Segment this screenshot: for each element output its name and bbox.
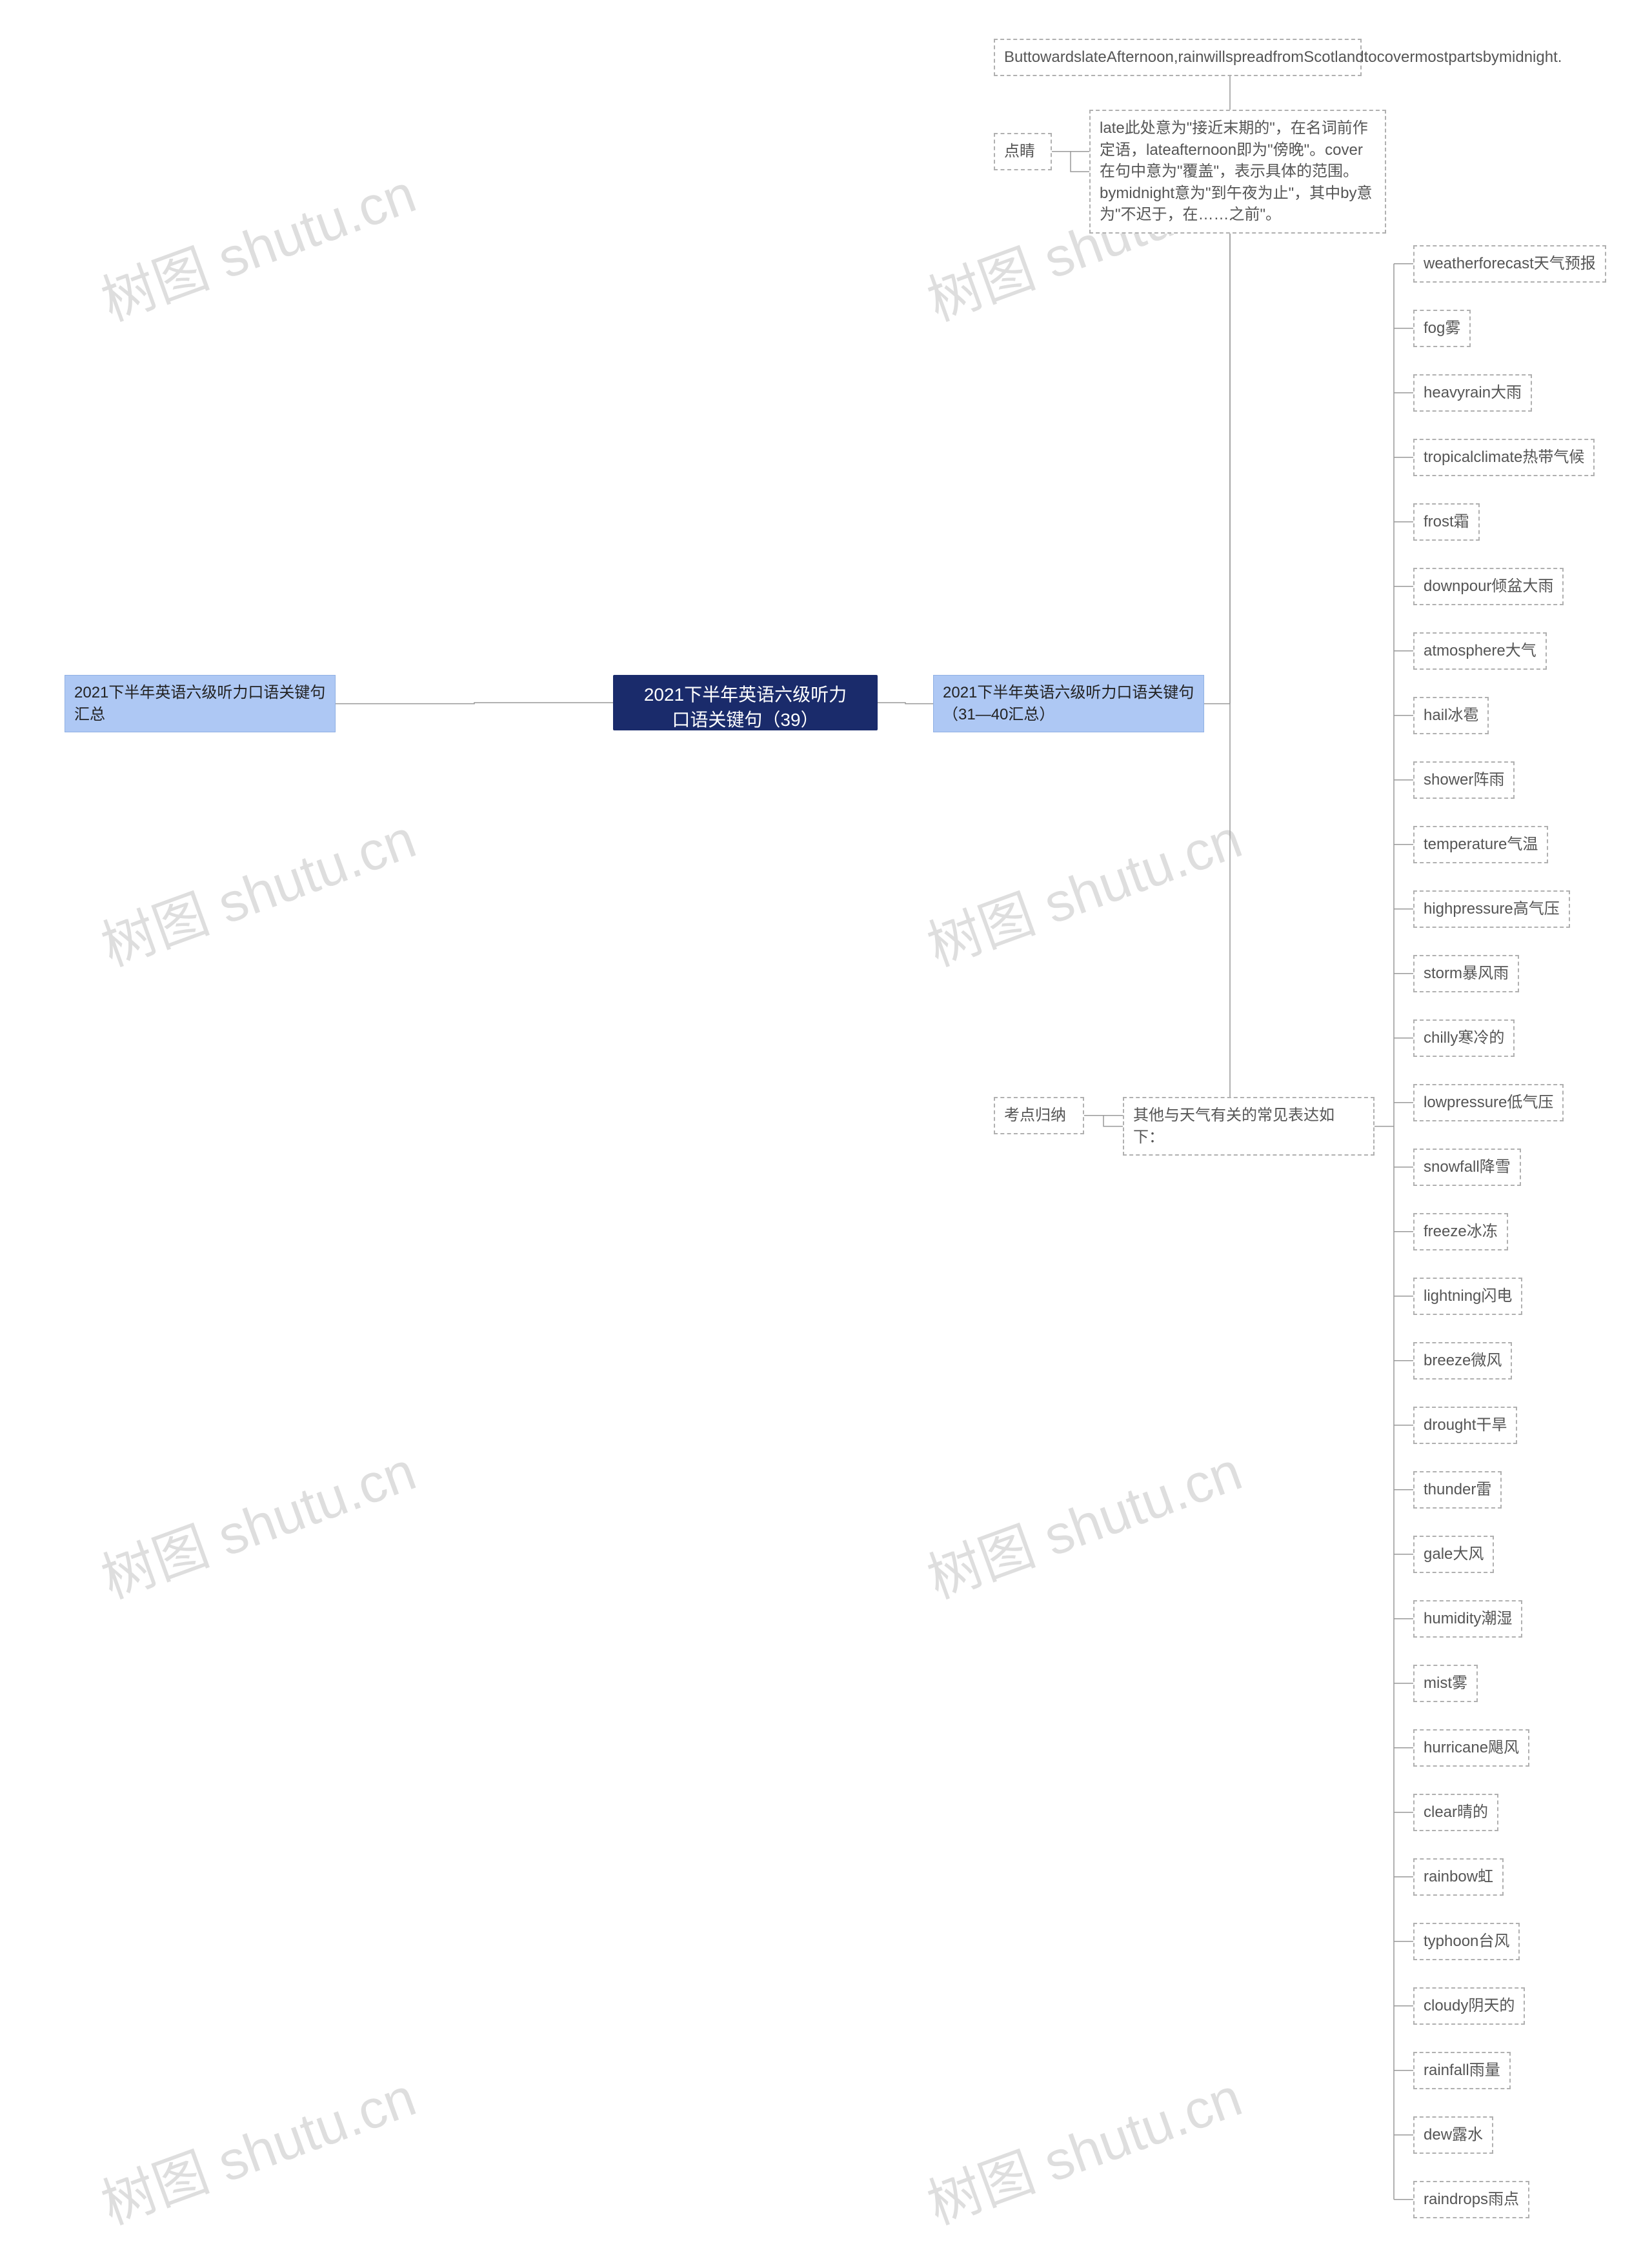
kaodian-label: 考点归纳 [994, 1097, 1084, 1134]
weather-item: gale大风 [1413, 1536, 1494, 1573]
weather-item: highpressure高气压 [1413, 890, 1570, 928]
weather-item: temperature气温 [1413, 826, 1548, 863]
weather-item: lowpressure低气压 [1413, 1084, 1564, 1121]
right-branch: 2021下半年英语六级听力口语关键句（31—40汇总） [933, 675, 1204, 732]
weather-item: rainbow虹 [1413, 1858, 1504, 1896]
weather-item: humidity潮湿 [1413, 1600, 1522, 1638]
weather-item: hurricane飓风 [1413, 1729, 1529, 1767]
watermark: 树图 shutu.cn [90, 150, 425, 336]
connectors [0, 0, 1652, 2268]
weather-item: storm暴风雨 [1413, 955, 1519, 992]
weather-item: rainfall雨量 [1413, 2052, 1511, 2089]
weather-item: snowfall降雪 [1413, 1149, 1521, 1186]
watermark: 树图 shutu.cn [916, 796, 1251, 981]
root-node: 2021下半年英语六级听力 口语关键句（39） [613, 675, 878, 730]
weather-item: mist雾 [1413, 1665, 1478, 1702]
express-label: 其他与天气有关的常见表达如下： [1123, 1097, 1375, 1156]
weather-item: chilly寒冷的 [1413, 1019, 1515, 1057]
watermark: 树图 shutu.cn [916, 1428, 1251, 1614]
weather-item: raindrops雨点 [1413, 2181, 1529, 2218]
dianjing-label: 点睛 [994, 133, 1052, 170]
watermark: 树图 shutu.cn [90, 796, 425, 981]
weather-item: typhoon台风 [1413, 1923, 1520, 1960]
sentence-leaf: ButtowardslateAfternoon,rainwillspreadfr… [994, 39, 1362, 76]
left-branch: 2021下半年英语六级听力口语关键句汇总 [65, 675, 336, 732]
weather-item: freeze冰冻 [1413, 1213, 1508, 1250]
watermark: 树图 shutu.cn [916, 2054, 1251, 2240]
watermark: 树图 shutu.cn [90, 2054, 425, 2240]
weather-item: breeze微风 [1413, 1342, 1512, 1380]
weather-item: drought干旱 [1413, 1407, 1517, 1444]
weather-item: thunder雷 [1413, 1471, 1502, 1509]
dianjing-body: late此处意为"接近末期的"，在名词前作定语，lateafternoon即为"… [1089, 110, 1386, 234]
weather-item: downpour倾盆大雨 [1413, 568, 1564, 605]
weather-item: cloudy阴天的 [1413, 1987, 1525, 2025]
watermark: 树图 shutu.cn [90, 1428, 425, 1614]
weather-item: weatherforecast天气预报 [1413, 245, 1606, 283]
weather-item: clear晴的 [1413, 1794, 1498, 1831]
weather-item: lightning闪电 [1413, 1278, 1522, 1315]
weather-item: atmosphere大气 [1413, 632, 1547, 670]
weather-item: frost霜 [1413, 503, 1480, 541]
weather-item: dew露水 [1413, 2116, 1493, 2154]
weather-item: hail冰雹 [1413, 697, 1489, 734]
weather-item: heavyrain大雨 [1413, 374, 1532, 412]
weather-item: tropicalclimate热带气候 [1413, 439, 1595, 476]
weather-item: fog雾 [1413, 310, 1471, 347]
weather-item: shower阵雨 [1413, 761, 1515, 799]
